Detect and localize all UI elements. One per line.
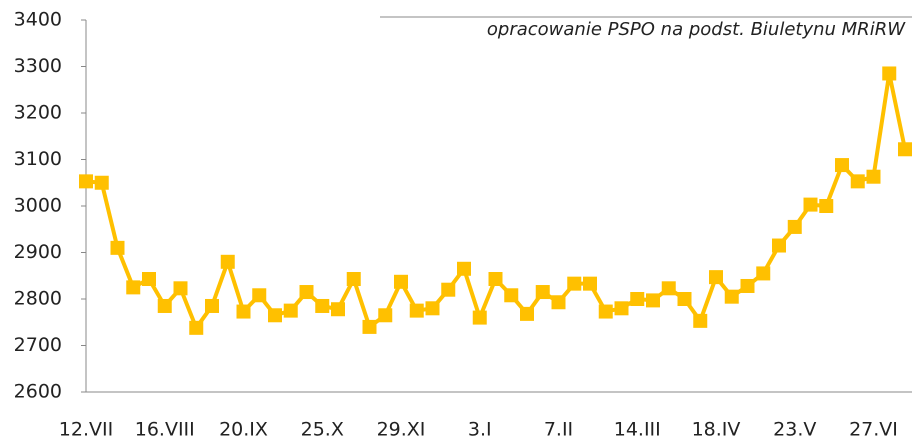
x-tick-label: 20.IX	[219, 419, 268, 441]
marker	[331, 302, 345, 317]
marker	[646, 293, 660, 308]
marker	[819, 199, 834, 213]
x-tick-label: 12.VII	[59, 419, 113, 441]
marker	[189, 320, 204, 335]
annotation-box	[380, 0, 912, 17]
marker	[236, 304, 251, 319]
marker	[630, 292, 645, 306]
x-tick-label: 7.II	[544, 419, 573, 441]
y-tick-label: 2600	[14, 381, 62, 403]
marker	[535, 285, 550, 300]
marker	[803, 197, 818, 212]
annotation: opracowanie PSPO na podst. Biuletynu MRi…	[487, 19, 906, 40]
marker	[740, 278, 755, 293]
marker	[315, 298, 330, 313]
marker	[898, 142, 912, 157]
y-tick-label: 3300	[14, 55, 62, 77]
marker	[378, 308, 393, 323]
marker	[866, 169, 881, 184]
marker	[394, 274, 408, 289]
marker	[441, 282, 456, 297]
marker	[220, 254, 235, 269]
y-tick-label: 3400	[14, 9, 62, 31]
marker	[142, 272, 156, 287]
marker	[94, 175, 109, 190]
marker	[850, 174, 865, 189]
x-tick-label: 18.IV	[692, 419, 741, 441]
marker	[110, 240, 125, 255]
marker	[677, 292, 692, 306]
marker	[709, 270, 723, 285]
marker	[520, 306, 534, 321]
marker	[488, 272, 503, 287]
marker	[457, 261, 471, 276]
marker	[583, 276, 597, 291]
marker	[882, 66, 897, 81]
marker	[346, 272, 361, 287]
y-tick-label: 2700	[14, 334, 62, 356]
marker	[787, 219, 802, 234]
marker	[79, 174, 93, 189]
x-tick-label: 23.V	[773, 419, 816, 441]
marker	[756, 266, 771, 281]
marker	[362, 319, 377, 334]
marker	[614, 301, 629, 316]
x-tick-label: 25.X	[301, 419, 344, 441]
x-tick-label: 27.VI	[849, 419, 898, 441]
x-tick-label: 16.VIII	[135, 419, 195, 441]
marker	[693, 313, 708, 328]
marker	[157, 298, 172, 313]
marker	[567, 276, 582, 291]
marker	[268, 308, 282, 323]
y-tick-label: 2900	[14, 241, 62, 263]
y-tick-label: 3000	[14, 195, 62, 217]
marker	[299, 285, 314, 300]
marker	[205, 298, 219, 313]
y-tick-label: 2800	[14, 288, 62, 310]
marker	[504, 288, 519, 303]
marker	[283, 303, 298, 318]
y-tick-label: 3100	[14, 148, 62, 170]
marker	[409, 303, 424, 318]
y-tick-label: 3200	[14, 102, 62, 124]
series-line	[85, 71, 907, 330]
x-tick-label: 3.I	[468, 419, 492, 441]
marker	[551, 295, 566, 310]
marker	[252, 288, 267, 303]
marker	[772, 238, 786, 253]
marker	[661, 281, 676, 296]
marker	[835, 158, 849, 173]
x-tick-label: 14.III	[614, 419, 661, 441]
marker	[472, 310, 487, 325]
marker	[173, 281, 188, 296]
marker	[724, 289, 739, 304]
x-tick-label: 29.XI	[377, 419, 426, 441]
marker	[126, 280, 141, 295]
marker	[598, 304, 613, 319]
marker	[425, 301, 440, 316]
